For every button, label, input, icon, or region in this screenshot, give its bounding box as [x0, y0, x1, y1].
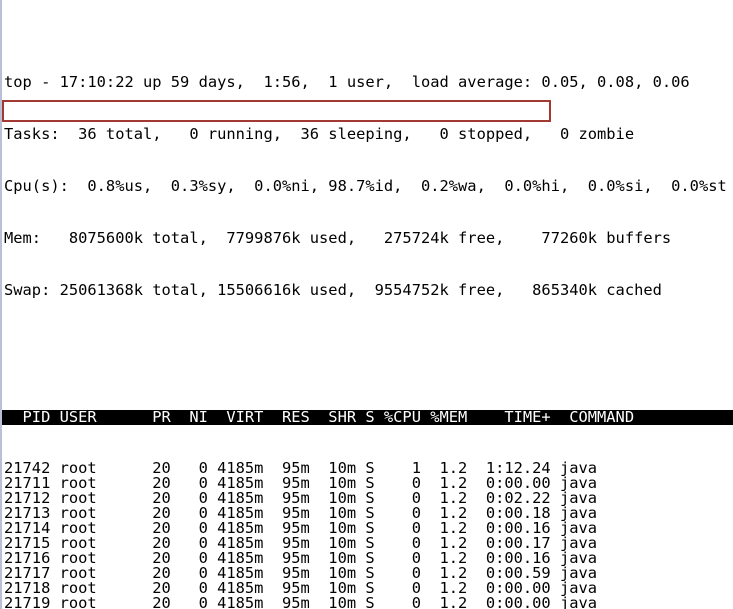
summary-line-cpu: Cpu(s): 0.8%us, 0.3%sy, 0.0%ni, 98.7%id,…: [4, 177, 727, 195]
summary-line-uptime: top - 17:10:22 up 59 days, 1:56, 1 user,…: [4, 73, 690, 91]
process-row: 21716 root 20 0 4185m 95m 10m S 0 1.2 0:…: [4, 549, 598, 567]
process-row: 21715 root 20 0 4185m 95m 10m S 0 1.2 0:…: [4, 534, 598, 552]
process-table-header: PID USER PR NI VIRT RES SHR S %CPU %MEM …: [2, 409, 733, 425]
process-row: 21714 root 20 0 4185m 95m 10m S 0 1.2 0:…: [4, 519, 598, 537]
process-row: 21719 root 20 0 4185m 95m 10m S 0 1.2 0:…: [4, 594, 598, 609]
summary-line-swap: Swap: 25061368k total, 15506616k used, 9…: [4, 281, 662, 299]
process-table: 21742 root 20 0 4185m 95m 10m S 1 1.2 1:…: [2, 459, 733, 609]
summary-line-tasks: Tasks: 36 total, 0 running, 36 sleeping,…: [4, 125, 635, 143]
process-row: 21713 root 20 0 4185m 95m 10m S 0 1.2 0:…: [4, 504, 598, 522]
top-summary: top - 17:10:22 up 59 days, 1:56, 1 user,…: [2, 36, 733, 334]
process-row: 21718 root 20 0 4185m 95m 10m S 0 1.2 0:…: [4, 579, 598, 597]
blank-line: [2, 370, 733, 374]
process-row: 21712 root 20 0 4185m 95m 10m S 0 1.2 0:…: [4, 489, 598, 507]
process-row-highlighted: 21742 root 20 0 4185m 95m 10m S 1 1.2 1:…: [4, 459, 598, 477]
process-row: 21711 root 20 0 4185m 95m 10m S 0 1.2 0:…: [4, 474, 598, 492]
process-row: 21717 root 20 0 4185m 95m 10m S 0 1.2 0:…: [4, 564, 598, 582]
summary-line-mem: Mem: 8075600k total, 7799876k used, 2757…: [4, 229, 672, 247]
